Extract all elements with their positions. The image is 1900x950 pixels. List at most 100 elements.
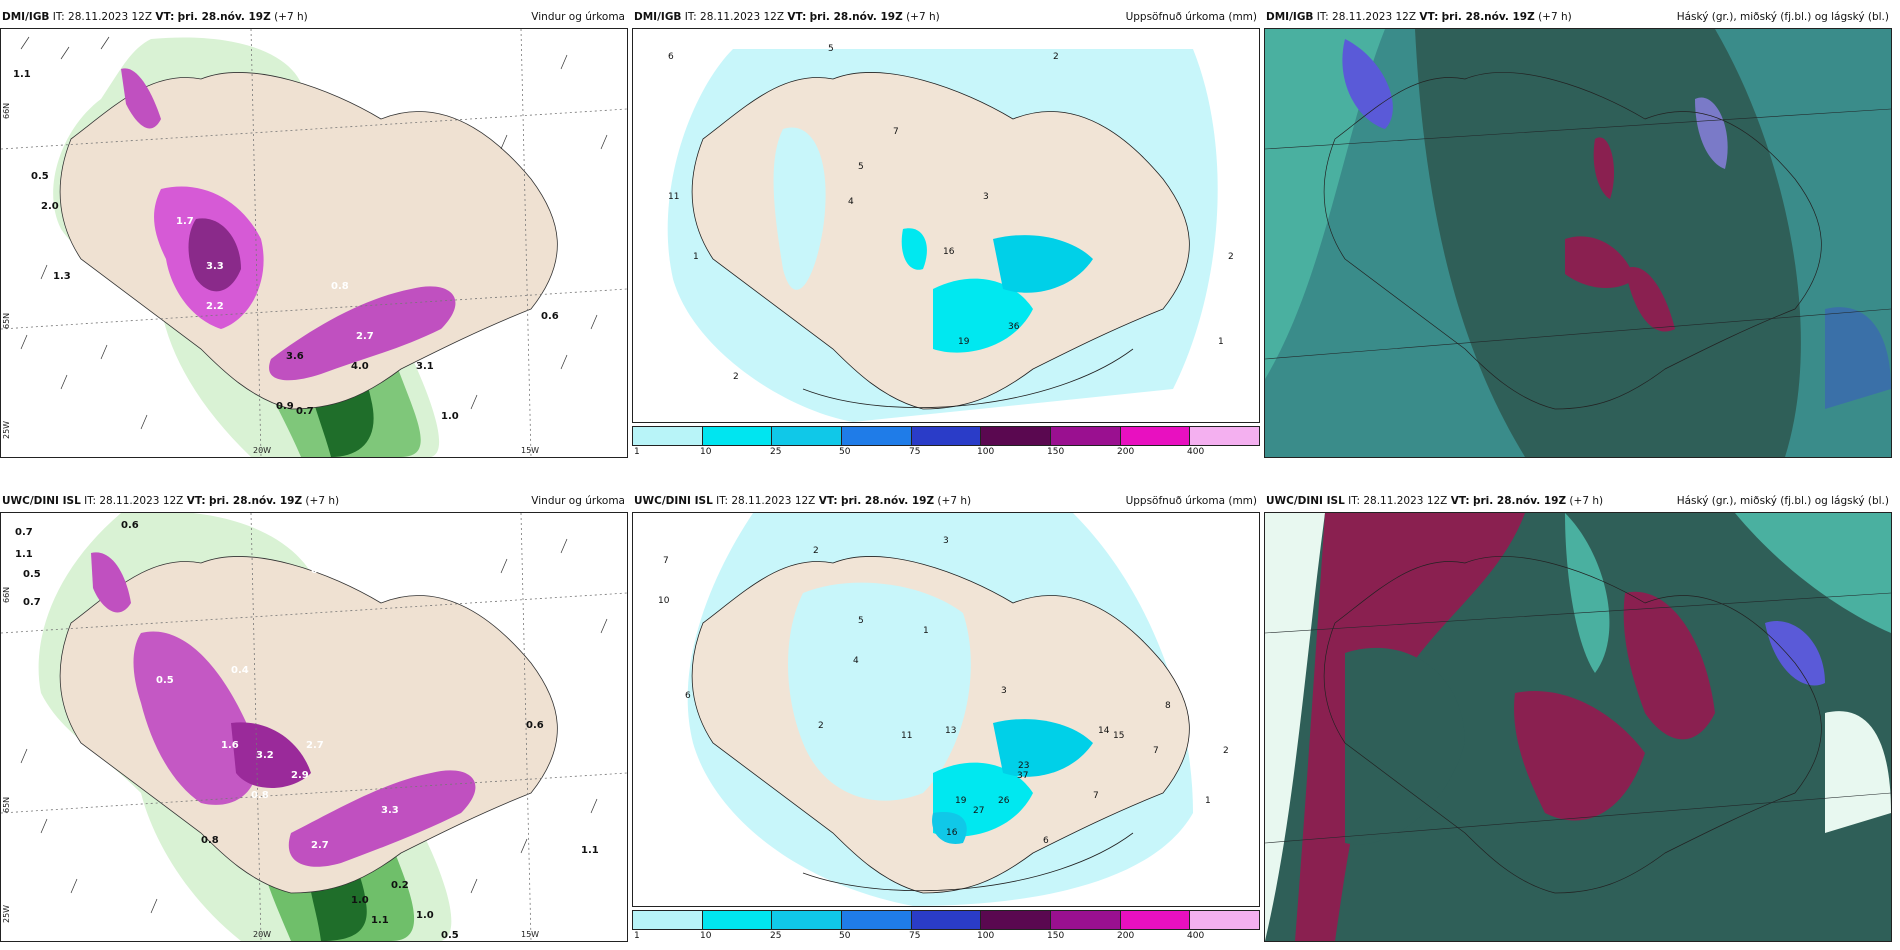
legend-swatch <box>911 911 982 929</box>
legend-swatch <box>911 427 982 445</box>
legend-bar <box>632 426 1260 446</box>
accum-label: 2 <box>733 372 739 382</box>
precip-label: 2.7 <box>311 840 329 851</box>
vt-label: VT: <box>787 11 807 23</box>
accum-label: 3 <box>943 536 949 546</box>
lead-time: (+7 h) <box>274 11 308 23</box>
precip-label: 3.3 <box>206 261 224 272</box>
accum-label: 6 <box>668 52 674 62</box>
precip-label: 1.0 <box>351 895 369 906</box>
accum-label: 3 <box>983 192 989 202</box>
precip-label: 0.6 <box>526 720 544 731</box>
map-area[interactable]: 2 3 7 10 5 4 1 6 2 11 13 37 26 27 19 16 … <box>632 512 1260 907</box>
panel-header: UWC/DINI ISL IT: 28.11.2023 12Z VT: þri.… <box>632 490 1260 512</box>
valid-time: þri. 28.nóv. 19Z <box>809 11 903 23</box>
accum-label: 7 <box>1093 791 1099 801</box>
init-time: IT: 28.11.2023 12Z <box>684 11 785 23</box>
legend-swatch <box>842 911 912 929</box>
precip-label: 0.8 <box>251 790 269 801</box>
accum-label: 2 <box>1053 52 1059 62</box>
lead-time: (+7 h) <box>906 11 940 23</box>
precip-label: 1.1 <box>13 69 31 80</box>
legend-swatch <box>633 911 703 929</box>
precip-label: 1.1 <box>581 845 599 856</box>
precip-label: 2.7 <box>306 740 324 751</box>
legend-swatch <box>772 911 843 929</box>
init-time: IT: 28.11.2023 12Z <box>52 11 153 23</box>
accum-label: 11 <box>901 731 912 741</box>
accum-label: 4 <box>848 197 854 207</box>
legend-swatch <box>772 427 843 445</box>
accum-label: 7 <box>663 556 669 566</box>
legend-swatch <box>1051 427 1121 445</box>
legend-swatch <box>702 911 773 929</box>
legend-tick: 25 <box>770 447 782 457</box>
accum-label: 16 <box>943 247 955 257</box>
init-time: IT: 28.11.2023 12Z <box>716 495 816 507</box>
color-legend: 1 10 25 50 75 100 150 200 400 <box>632 910 1260 948</box>
cloud-map <box>1265 29 1891 457</box>
accum-label: 6 <box>1043 836 1049 846</box>
accum-label: 2 <box>1228 252 1234 262</box>
model-name: UWC/DINI ISL <box>1266 495 1345 507</box>
precip-label: 2.7 <box>356 331 374 342</box>
legend-tick: 50 <box>839 447 851 457</box>
legend-swatch <box>1120 911 1191 929</box>
vt-label: VT: <box>1450 495 1470 507</box>
precip-label: 2.9 <box>291 770 309 781</box>
precip-label: 0.5 <box>23 569 41 580</box>
panel-uwc-clouds: UWC/DINI ISL IT: 28.11.2023 12Z VT: þri.… <box>1264 490 1892 942</box>
precip-label: 0.7 <box>23 597 41 608</box>
legend-swatch <box>1190 427 1260 445</box>
panel-title: Vindur og úrkoma <box>531 11 625 23</box>
precip-label: 0.6 <box>121 520 139 531</box>
map-area[interactable]: 6 5 2 7 11 4 3 1 16 36 19 2 1 2 5 <box>632 28 1260 423</box>
precip-label: 0.4 <box>231 665 249 676</box>
precip-label: 3.2 <box>256 750 274 761</box>
legend-swatch <box>1051 911 1121 929</box>
lead-time: (+7 h) <box>1569 495 1604 507</box>
precip-label: 0.7 <box>15 527 33 538</box>
accum-label: 5 <box>858 616 864 626</box>
lead-time: (+7 h) <box>937 495 972 507</box>
panel-dmi-accum-precip: DMI/IGB IT: 28.11.2023 12Z VT: þri. 28.n… <box>632 6 1260 458</box>
lead-time: (+7 h) <box>305 495 340 507</box>
legend-swatch <box>1190 911 1260 929</box>
precip-label: 1.0 <box>416 910 434 921</box>
vt-label: VT: <box>155 11 175 23</box>
vt-label: VT: <box>186 495 206 507</box>
precip-label: 0.5 <box>156 675 174 686</box>
panel-header: UWC/DINI ISL IT: 28.11.2023 12Z VT: þri.… <box>0 490 628 512</box>
map-area[interactable] <box>1264 28 1892 458</box>
precip-label: 1.1 <box>371 915 389 926</box>
legend-tick: 10 <box>700 447 712 457</box>
precip-label: 0.8 <box>201 835 219 846</box>
precip-label: 0.6 <box>541 311 559 322</box>
panel-dmi-clouds: DMI/IGB IT: 28.11.2023 12Z VT: þri. 28.n… <box>1264 6 1892 458</box>
legend-tick: 1 <box>634 931 640 941</box>
legend-swatch <box>702 427 773 445</box>
valid-time: þri. 28.nóv. 19Z <box>208 495 303 507</box>
map-area[interactable]: 0.6 0.7 0.5 1.1 0.7 0.5 0.4 3.2 2.7 2.9 … <box>0 512 628 942</box>
panel-title: Uppsöfnuð úrkoma (mm) <box>1125 495 1257 507</box>
legend-ticks: 1 10 25 50 75 100 150 200 400 <box>632 447 1260 461</box>
panel-title: Háský (gr.), miðský (fj.bl.) og lágský (… <box>1676 495 1889 507</box>
valid-time: þri. 28.nóv. 19Z <box>1472 495 1567 507</box>
map-area[interactable]: 0.5 1.0 2.2 3.6 4.0 0.9 0.7 3.3 2.7 1.3 … <box>0 28 628 458</box>
accum-precip-map: 2 3 7 10 5 4 1 6 2 11 13 37 26 27 19 16 … <box>633 513 1259 906</box>
vt-label: VT: <box>1419 11 1439 23</box>
legend-tick: 75 <box>909 447 921 457</box>
legend-tick: 100 <box>977 447 995 457</box>
lon-label: 25W <box>2 421 11 439</box>
accum-label: 2 <box>1223 746 1229 756</box>
panel-header: UWC/DINI ISL IT: 28.11.2023 12Z VT: þri.… <box>1264 490 1892 512</box>
legend-tick: 100 <box>977 931 995 941</box>
accum-label: 4 <box>853 656 859 666</box>
accum-label: 15 <box>1113 731 1124 741</box>
accum-label: 26 <box>998 796 1010 806</box>
accum-label: 1 <box>1218 337 1224 347</box>
valid-time: þri. 28.nóv. 19Z <box>1441 11 1535 23</box>
accum-label: 27 <box>973 806 984 816</box>
map-area[interactable] <box>1264 512 1892 942</box>
precip-label: 0.5 <box>441 930 459 941</box>
